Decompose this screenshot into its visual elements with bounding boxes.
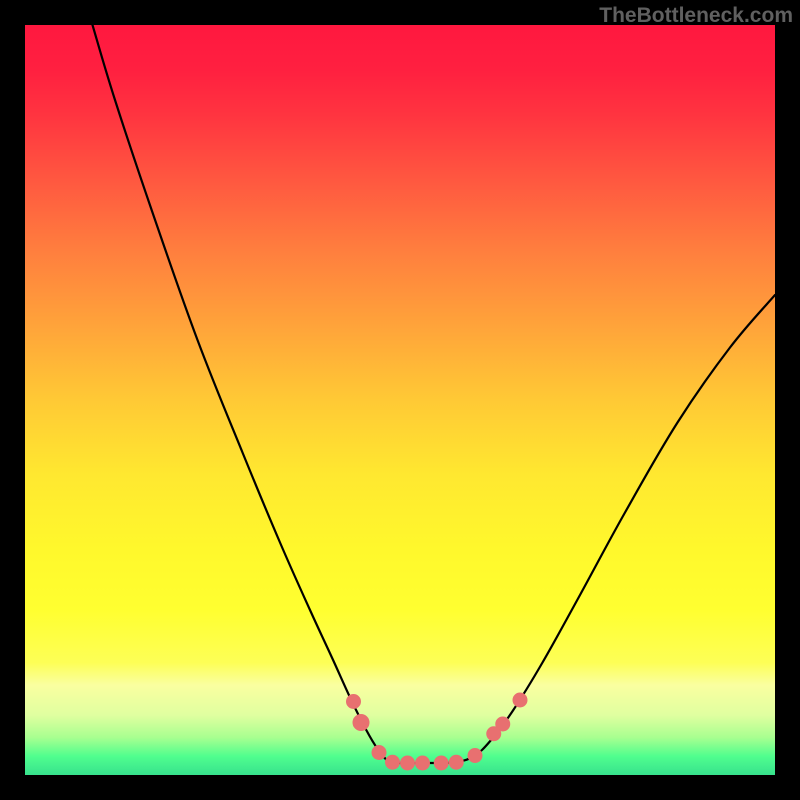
data-marker [353, 715, 369, 731]
chart-container: TheBottleneck.com [0, 0, 800, 800]
data-marker [347, 695, 361, 709]
data-marker [434, 756, 448, 770]
data-marker [386, 755, 400, 769]
gradient-background [25, 25, 775, 775]
data-marker [468, 749, 482, 763]
plot-svg [25, 25, 775, 775]
data-marker [513, 693, 527, 707]
data-marker [372, 746, 386, 760]
data-marker [416, 756, 430, 770]
data-marker [496, 717, 510, 731]
data-marker [401, 756, 415, 770]
data-marker [449, 755, 463, 769]
plot-area [25, 25, 775, 775]
